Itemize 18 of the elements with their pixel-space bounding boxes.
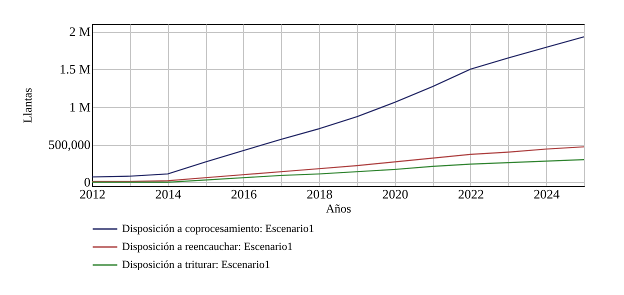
y-tick-label: 2 M — [69, 24, 91, 40]
x-tick-label: 2016 — [230, 186, 258, 202]
y-tick-label: 1 M — [69, 99, 91, 114]
legend-label: Disposición a coprocesamiento: Escenario1 — [122, 223, 314, 235]
x-tick-label: 2024 — [534, 186, 560, 202]
legend-label: Disposición a triturar: Escenario1 — [122, 259, 270, 271]
line-series — [91, 146, 585, 182]
line-series — [91, 159, 585, 183]
x-tick-label: 2022 — [458, 186, 484, 202]
y-tick-label: 1.5 M — [59, 62, 91, 77]
legend-label: Disposición a reencauchar: Escenario1 — [122, 241, 293, 253]
line-series — [91, 36, 585, 178]
y-axis-title: Llantas — [20, 88, 34, 124]
y-tick-label: 500,000 — [48, 137, 90, 152]
x-tick-label: 2020 — [382, 186, 408, 202]
x-tick-label: 2018 — [306, 186, 333, 202]
x-axis-title: Años — [326, 202, 352, 216]
x-tick-label: 2014 — [155, 186, 182, 202]
